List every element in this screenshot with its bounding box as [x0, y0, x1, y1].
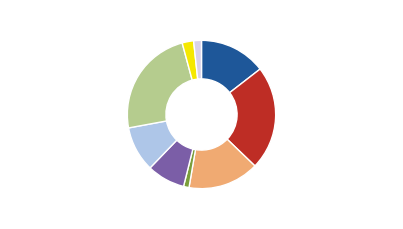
Wedge shape	[129, 121, 177, 168]
Wedge shape	[193, 40, 202, 79]
Wedge shape	[189, 139, 255, 189]
Wedge shape	[202, 40, 260, 93]
Wedge shape	[182, 41, 198, 80]
Wedge shape	[183, 149, 195, 188]
Wedge shape	[127, 43, 192, 128]
Wedge shape	[227, 69, 276, 166]
Wedge shape	[150, 140, 193, 186]
